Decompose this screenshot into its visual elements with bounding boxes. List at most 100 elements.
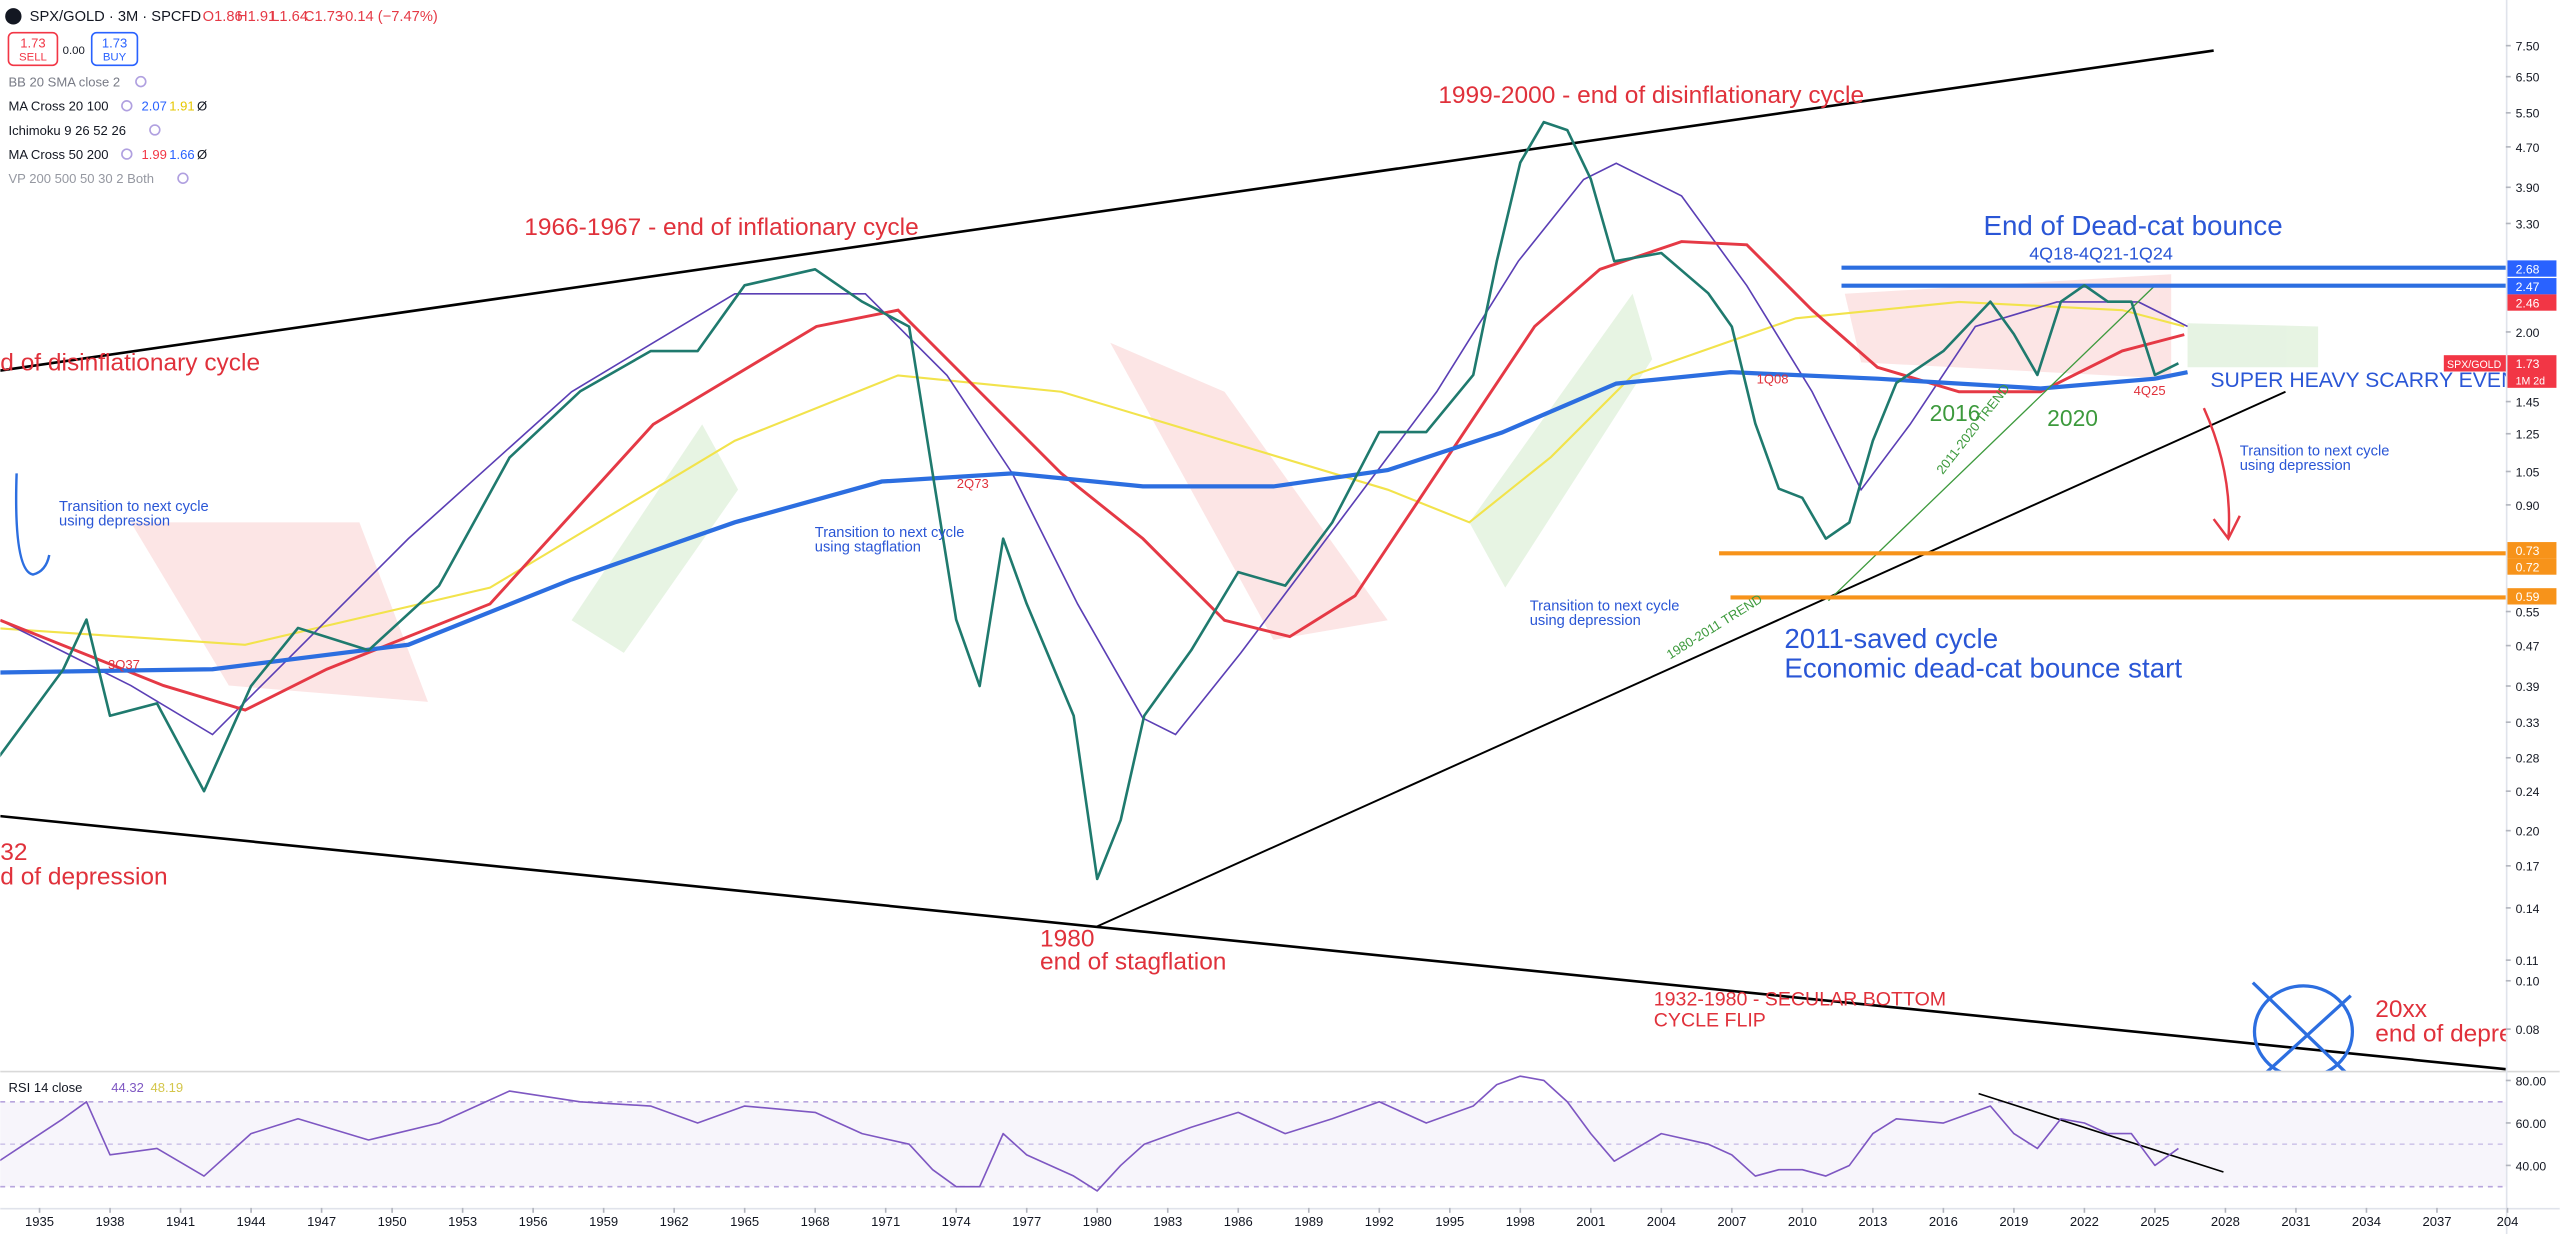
x-tick-label: 2013 <box>1858 1214 1887 1229</box>
x-tick-label: 1983 <box>1153 1214 1182 1229</box>
settings-icon <box>149 124 161 136</box>
x-tick-label: 2019 <box>1999 1214 2028 1229</box>
x-tick-label: 1998 <box>1506 1214 1535 1229</box>
buy-button[interactable]: 1.73 BUY <box>90 31 139 67</box>
buy-label: BUY <box>103 51 127 63</box>
ma-red <box>0 240 2185 712</box>
annotation: 1932-1980 - SECULAR BOTTOM <box>1654 988 1946 1010</box>
channel-bottom <box>0 814 2506 1071</box>
spread: 0.00 <box>63 45 85 57</box>
x-tick-label: 1968 <box>801 1214 830 1229</box>
y-tick-label: 0.24 <box>2516 785 2540 799</box>
price-badge-label: 2.46 <box>2516 296 2540 310</box>
sell-label: SELL <box>19 51 47 63</box>
price-line <box>0 1075 2179 1192</box>
x-tick-label: 1953 <box>448 1214 477 1229</box>
annotation: 2Q73 <box>957 476 989 491</box>
annotation: end of depre <box>2375 1020 2512 1047</box>
ma-blue <box>0 370 2188 675</box>
y-tick-label: 0.11 <box>2516 954 2539 968</box>
price-badge <box>2507 278 2557 295</box>
annotation: 1966-1967 - end of inflationary cycle <box>524 214 918 241</box>
price-badge-label: 2.68 <box>2516 262 2540 276</box>
x-tick-label: 2025 <box>2140 1214 2169 1229</box>
main-pane <box>0 49 2506 1071</box>
price-badge <box>2507 260 2557 277</box>
y-tick-label: 0.08 <box>2516 1023 2540 1037</box>
annotation: Transition to next cycle <box>2240 443 2390 459</box>
price-badge <box>2507 542 2557 559</box>
annotation: 1980 <box>1040 926 1094 953</box>
x-tick-label: 2016 <box>1929 1214 1958 1229</box>
y-tick-label: 3.30 <box>2516 217 2540 231</box>
x-tick-label: 1944 <box>237 1214 266 1229</box>
y-tick-label: 0.39 <box>2516 680 2540 694</box>
annotation: Transition to next cycle <box>815 525 965 541</box>
y-tick-label: 0.47 <box>2516 639 2540 653</box>
x-tick-label: 2031 <box>2281 1214 2310 1229</box>
channel-top <box>0 49 2214 372</box>
annotation: end of stagflation <box>1040 949 1226 976</box>
settings-icon <box>135 75 147 88</box>
buy-price: 1.73 <box>102 35 127 50</box>
trend-2011 <box>1827 285 2156 602</box>
indicator-name: MA Cross 50 200 <box>8 147 108 162</box>
annotation: 2020 <box>2047 405 2098 431</box>
indicator-name: Ichimoku 9 26 52 26 <box>8 123 126 138</box>
annotation: 32 <box>0 839 27 866</box>
ohlc: C1.73 <box>304 9 343 25</box>
y-tick-label: 60.00 <box>2516 1117 2547 1131</box>
x-tick-label: 1986 <box>1224 1214 1253 1229</box>
symbol: SPX/GOLD · 3M · SPCFD <box>30 9 201 25</box>
trend-1980 <box>1095 390 2286 929</box>
sell-button[interactable]: 1.73 SELL <box>7 31 59 67</box>
ma-purple <box>0 162 2188 736</box>
ohlc: −0.14 (−7.47%) <box>337 9 438 25</box>
indicator-value: 1.91 <box>169 99 194 114</box>
annotation: 20xx <box>2375 996 2427 1023</box>
y-tick-label: 0.90 <box>2516 499 2540 513</box>
settings-icon <box>177 172 189 184</box>
x-tick-label: 1956 <box>519 1214 548 1229</box>
indicator-name: VP 200 500 50 30 2 Both <box>8 171 154 186</box>
annotation: using depression <box>59 514 170 530</box>
price-line <box>0 120 2179 881</box>
y-tick-label: 0.17 <box>2516 860 2540 874</box>
price-badge <box>2507 558 2557 575</box>
annotation: 1Q08 <box>1757 372 1789 387</box>
rsi-legend: RSI 14 close 44.32 48.19 <box>8 1080 183 1095</box>
y-tick-label: 4.70 <box>2516 141 2540 155</box>
x-tick-label: 1974 <box>942 1214 971 1229</box>
rsi-name: RSI 14 close <box>8 1080 82 1095</box>
x-tick-label: 1995 <box>1435 1214 1464 1229</box>
annotation: d of depression <box>0 864 167 891</box>
rsi-lines <box>0 1075 2179 1192</box>
rsi-value: 48.19 <box>150 1080 183 1095</box>
indicator-name: MA Cross 20 100 <box>8 99 108 114</box>
x-tick-label: 2010 <box>1788 1214 1817 1229</box>
y-tick-label: 7.50 <box>2516 40 2540 54</box>
price-badge <box>2507 355 2557 388</box>
countdown: 1M 2d <box>2516 376 2546 388</box>
x-tick-label: 1962 <box>660 1214 689 1229</box>
y-tick-label: 80.00 <box>2516 1074 2547 1088</box>
indicator-value: 1.99 <box>141 147 166 162</box>
x-tick-label: 2022 <box>2070 1214 2099 1229</box>
annotation: 2011-saved cycle <box>1784 623 1998 654</box>
x-tick-label: 1992 <box>1365 1214 1394 1229</box>
x-tick-label: 1977 <box>1012 1214 1041 1229</box>
x-tick-label: 2004 <box>1647 1214 1676 1229</box>
y-tick-label: 40.00 <box>2516 1159 2547 1173</box>
y-tick-label: 1.05 <box>2516 465 2540 479</box>
x-tick-label: 1980 <box>1083 1214 1112 1229</box>
sell-price: 1.73 <box>20 35 45 50</box>
series-tag-label: SPX/GOLD <box>2447 359 2502 371</box>
x-tick-label: 204 <box>2497 1214 2519 1229</box>
drawing-circle <box>2251 981 2355 1071</box>
annotation: Economic dead-cat bounce start <box>1784 652 2182 683</box>
x-tick-label: 1947 <box>307 1214 336 1229</box>
x-tick-label: 2001 <box>1576 1214 1605 1229</box>
annotation: CYCLE FLIP <box>1654 1010 1766 1032</box>
